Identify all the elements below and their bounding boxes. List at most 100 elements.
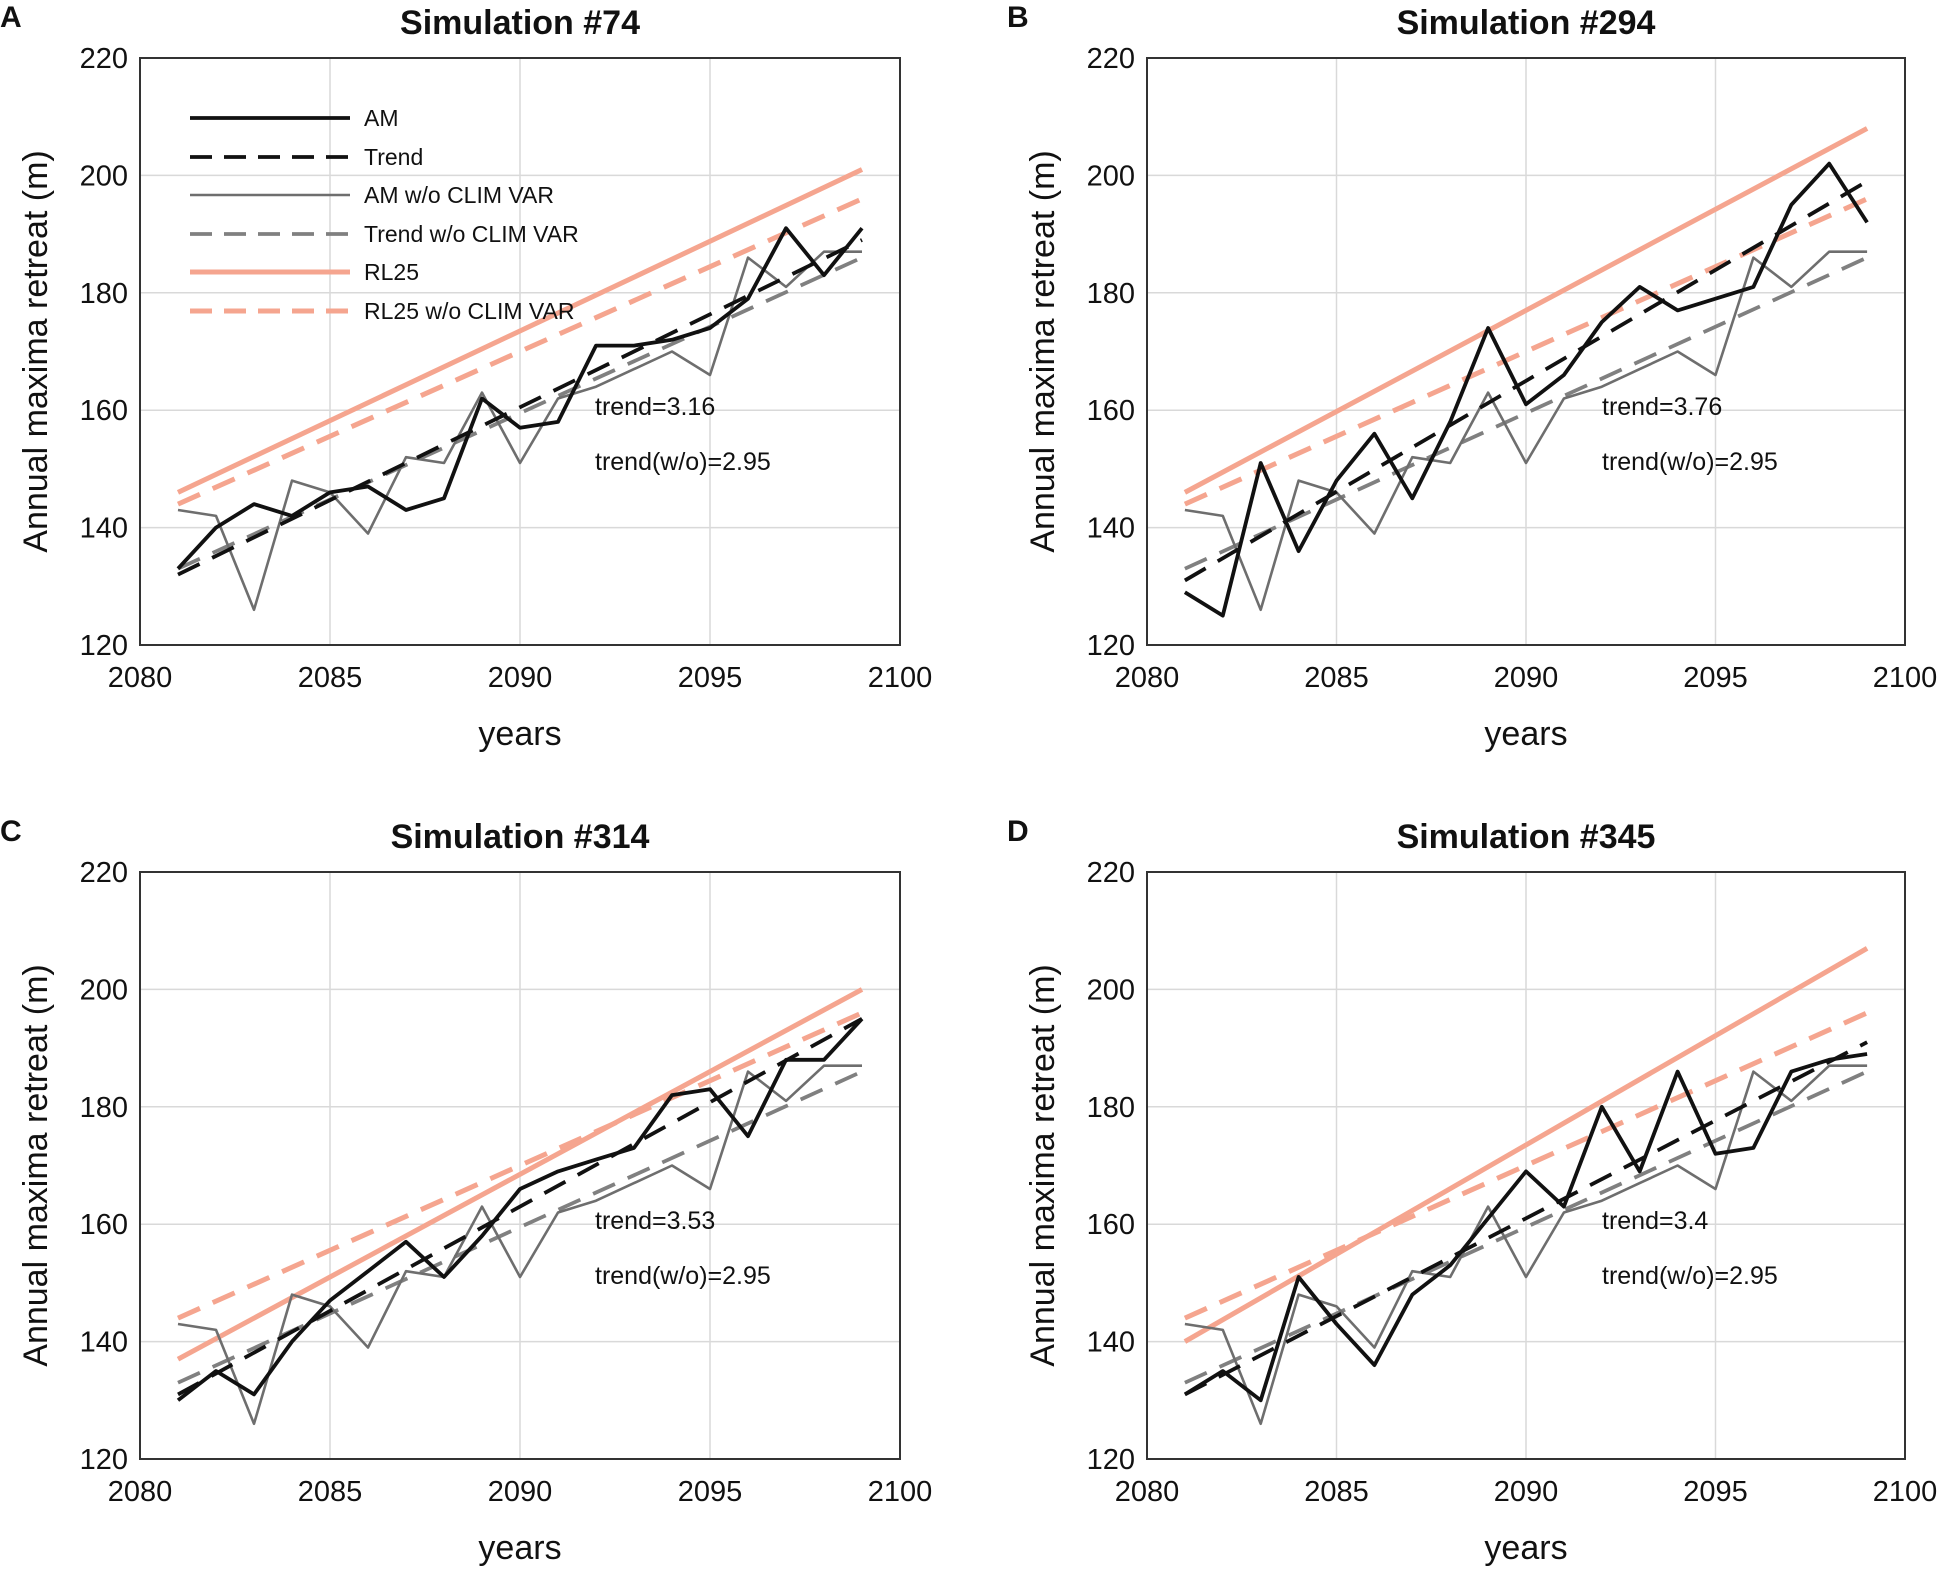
x-tick-label: 2085 [1304,662,1369,694]
legend-label: AM w/o CLIM VAR [364,182,554,208]
panel-letter: B [1007,1,1029,34]
y-tick-label: 160 [80,395,128,427]
y-tick-label: 180 [80,278,128,310]
y-tick-label: 160 [1087,1209,1135,1241]
series-line-am [1183,161,1869,618]
legend-label: RL25 [364,259,419,285]
y-tick-label: 180 [1087,1092,1135,1124]
x-tick-label: 2095 [678,662,743,694]
series-line-am [1183,1052,1868,1403]
y-tick-label: 120 [1087,1444,1135,1476]
chart-panel-c: 2080 2085 2090 2095 2100 120 140 160 180 200 220 tr… [0,815,932,1567]
series-line-rl25-w-o-clim-var [176,196,864,507]
x-tick-label: 2095 [1683,1476,1748,1508]
y-tick-label: 160 [80,1209,128,1241]
trend-annotation: trend=3.4 [1602,1207,1708,1235]
legend-label: Trend [364,144,423,170]
x-axis-label: years [1484,1529,1567,1567]
series-line-am-w-o-clim-var [1184,250,1868,612]
series-line-am-w-o-clim-var [1184,1064,1868,1426]
series-line-trend-w-o-clim-var [1184,255,1868,571]
panel-letter: A [0,1,22,34]
x-tick-label: 2080 [1115,662,1180,694]
chart-panel-a: 2080 2085 2090 2095 2100 120 140 160 180 200 220 tr… [0,1,932,753]
y-axis-label: Annual maxima retreat (m) [1024,150,1062,552]
x-tick-label: 2090 [488,662,553,694]
y-tick-label: 220 [80,857,128,889]
panel-letter: D [1007,815,1029,848]
x-tick-label: 2085 [1304,1476,1369,1508]
chart-panel-d: 2080 2085 2090 2095 2100 120 140 160 180 200 220 tr… [1007,815,1937,1567]
x-tick-label: 2090 [1494,662,1559,694]
panel-title: Simulation #294 [1397,4,1656,42]
x-tick-label: 2090 [1494,1476,1559,1508]
series-line-am-w-o-clim-var [177,250,862,612]
legend: AM Trend AM w/o CLIM VAR Trend w/o CLIM VAR… [190,105,579,324]
y-tick-label: 120 [1087,630,1135,662]
y-tick-label: 140 [1087,1327,1135,1359]
x-tick-label: 2080 [1115,1476,1180,1508]
x-tick-label: 2080 [108,1476,173,1508]
y-tick-label: 180 [80,1092,128,1124]
legend-label: AM [364,105,399,131]
series-line-trend [1183,179,1869,583]
x-tick-label: 2090 [488,1476,553,1508]
x-tick-label: 2085 [298,662,363,694]
y-tick-label: 200 [1087,160,1135,192]
x-tick-label: 2080 [108,662,173,694]
y-tick-label: 220 [80,43,128,75]
y-tick-label: 220 [1087,43,1135,75]
y-tick-label: 140 [1087,513,1135,545]
series-line-rl25 [1183,126,1869,495]
x-tick-label: 2095 [1683,662,1748,694]
trend-wo-annotation: trend(w/o)=2.95 [1602,1262,1778,1290]
trend-wo-annotation: trend(w/o)=2.95 [1602,448,1778,476]
chart-panel-b: 2080 2085 2090 2095 2100 120 140 160 180 200 220 tr… [1007,1,1937,753]
axes-frame [139,871,901,1460]
y-tick-label: 140 [80,1327,128,1359]
y-tick-label: 200 [80,160,128,192]
panel-letter: C [0,815,22,848]
panel-title: Simulation #345 [1397,818,1656,856]
axes-frame [1146,871,1906,1460]
trend-annotation: trend=3.16 [595,393,715,421]
panel-title: Simulation #74 [400,4,640,42]
x-axis-label: years [1484,715,1567,753]
series-line-trend [177,238,863,577]
trend-wo-annotation: trend(w/o)=2.95 [595,448,771,476]
series-line-trend [1184,1040,1868,1397]
x-tick-label: 2100 [868,1476,933,1508]
x-axis-label: years [478,1529,561,1567]
series-line-rl25 [176,167,864,495]
y-axis-label: Annual maxima retreat (m) [17,150,55,552]
series-line-rl25-w-o-clim-var [176,1010,864,1321]
series-line-am [176,226,864,570]
trend-annotation: trend=3.76 [1602,393,1722,421]
series-line-am-w-o-clim-var [177,1064,862,1426]
y-tick-label: 120 [80,630,128,662]
series-line-am [176,1017,864,1402]
x-axis-label: years [478,715,561,753]
series-line-rl25-w-o-clim-var [1183,1010,1869,1321]
axes-frame [139,57,901,646]
y-tick-label: 180 [1087,278,1135,310]
x-tick-label: 2095 [678,1476,743,1508]
y-tick-label: 120 [80,1444,128,1476]
panel-title: Simulation #314 [391,818,650,856]
x-tick-label: 2100 [868,662,933,694]
x-tick-label: 2100 [1873,1476,1938,1508]
axes-frame [1146,57,1906,646]
y-tick-label: 200 [80,974,128,1006]
legend-label: RL25 w/o CLIM VAR [364,298,574,324]
series-line-trend [177,1017,863,1397]
y-axis-label: Annual maxima retreat (m) [1024,964,1062,1366]
y-axis-label: Annual maxima retreat (m) [17,964,55,1366]
x-tick-label: 2100 [1873,662,1938,694]
y-tick-label: 200 [1087,974,1135,1006]
x-tick-label: 2085 [298,1476,363,1508]
trend-wo-annotation: trend(w/o)=2.95 [595,1262,771,1290]
y-tick-label: 220 [1087,857,1135,889]
y-tick-label: 160 [1087,395,1135,427]
y-tick-label: 140 [80,513,128,545]
